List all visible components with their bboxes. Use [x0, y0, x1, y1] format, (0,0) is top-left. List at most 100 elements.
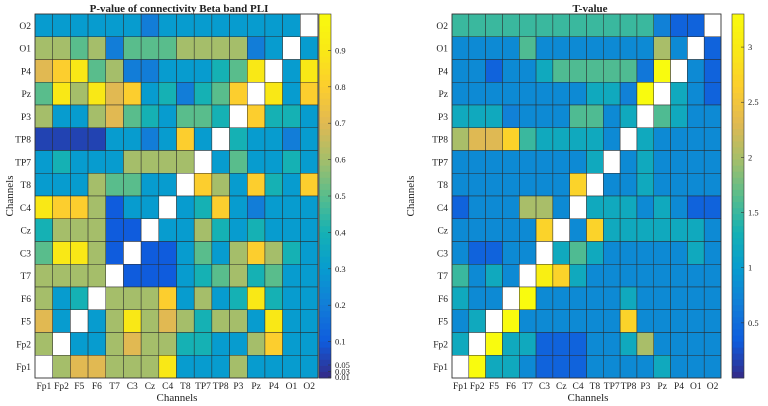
tvalue-cell-r5-c12: [653, 127, 671, 151]
pvalue-x-tick-label: Fp2: [54, 382, 69, 392]
tvalue-colorbar-segment: [732, 202, 744, 209]
tvalue-cell-r12-c5: [535, 286, 554, 310]
tvalue-cell-r4-c9: [603, 104, 621, 128]
pvalue-cell-r5-c9: [193, 127, 213, 151]
tvalue-colorbar-segment: [732, 329, 744, 336]
tvalue-x-tick-label: T8: [590, 382, 601, 392]
tvalue-cell-r1-c4: [519, 36, 537, 60]
pvalue-cell-r3-c0: [34, 82, 53, 106]
pvalue-cell-r1-c3: [87, 36, 106, 60]
pvalue-cell-r1-c0: [34, 36, 53, 60]
pvalue-cell-r5-c7: [158, 127, 177, 151]
tvalue-colorbar-segment: [732, 305, 744, 312]
pvalue-cell-r4-c13: [264, 104, 283, 128]
tvalue-cell-r12-c15: [703, 286, 722, 310]
tvalue-cell-r3-c14: [687, 82, 705, 106]
tvalue-cell-r8-c7: [569, 195, 587, 219]
pvalue-cell-r2-c9: [193, 59, 213, 83]
tvalue-cell-r7-c14: [687, 173, 705, 197]
tvalue-cell-r10-c3: [502, 241, 520, 265]
tvalue-cell-r9-c2: [485, 218, 503, 242]
tvalue-cell-r15-c4: [519, 355, 537, 379]
pvalue-cell-r4-c11: [229, 104, 248, 128]
tvalue-x-tick-label: Pz: [657, 382, 667, 392]
tvalue-cell-r5-c7: [569, 127, 587, 151]
tvalue-cell-r11-c3: [502, 264, 520, 288]
tvalue-cell-r7-c1: [468, 173, 486, 197]
pvalue-cell-r9-c8: [176, 218, 195, 242]
tvalue-cell-r11-c11: [636, 264, 655, 288]
tvalue-cell-r1-c0: [451, 36, 470, 60]
tvalue-colorbar-segment: [732, 299, 744, 306]
tvalue-cell-r10-c0: [451, 241, 470, 265]
tvalue-cell-r6-c9: [603, 150, 621, 174]
pvalue-colorbar-tick-label: 0.6: [335, 155, 346, 165]
pvalue-cell-r1-c15: [300, 36, 319, 60]
tvalue-cell-r7-c2: [485, 173, 503, 197]
pvalue-cell-r14-c3: [87, 332, 106, 356]
pvalue-cell-r15-c3: [87, 355, 106, 379]
pvalue-cell-r5-c15: [300, 127, 319, 151]
tvalue-cell-r11-c7: [569, 264, 587, 288]
pvalue-cell-r4-c14: [282, 104, 301, 128]
pvalue-cell-r9-c2: [70, 218, 89, 242]
pvalue-cell-r0-c12: [247, 13, 266, 37]
pvalue-cell-r5-c10: [211, 127, 230, 151]
tvalue-cell-r7-c7: [569, 173, 587, 197]
pvalue-cell-r13-c4: [105, 309, 124, 333]
tvalue-cell-r9-c6: [552, 218, 570, 242]
pvalue-cell-r3-c1: [52, 82, 71, 106]
tvalue-cell-r1-c2: [485, 36, 503, 60]
tvalue-cell-r2-c11: [636, 59, 655, 83]
pvalue-cell-r10-c14: [282, 241, 301, 265]
pvalue-cell-r2-c7: [158, 59, 177, 83]
pvalue-cell-r15-c10: [211, 355, 230, 379]
pvalue-colorbar-segment: [319, 177, 331, 185]
tvalue-cell-r1-c5: [535, 36, 554, 60]
pvalue-cell-r4-c2: [70, 104, 89, 128]
tvalue-cell-r13-c9: [603, 309, 621, 333]
pvalue-cell-r13-c11: [229, 309, 248, 333]
tvalue-cell-r14-c12: [653, 332, 671, 356]
pvalue-cell-r15-c11: [229, 355, 248, 379]
tvalue-cell-r15-c6: [552, 355, 570, 379]
tvalue-cell-r4-c0: [451, 104, 470, 128]
tvalue-cell-r10-c12: [653, 241, 671, 265]
pvalue-cell-r11-c12: [247, 264, 266, 288]
pvalue-cell-r8-c0: [34, 195, 53, 219]
pvalue-x-tick-label: T7: [109, 382, 120, 392]
tvalue-y-tick-label: Fp1: [433, 363, 448, 373]
tvalue-cell-r6-c12: [653, 150, 671, 174]
pvalue-cell-r7-c3: [87, 173, 106, 197]
pvalue-cell-r10-c0: [34, 241, 53, 265]
pvalue-cell-r3-c12: [247, 82, 266, 106]
tvalue-y-tick-label: T8: [437, 181, 448, 191]
pvalue-cell-r4-c6: [140, 104, 160, 128]
tvalue-cell-r0-c8: [586, 13, 604, 37]
pvalue-colorbar-segment: [319, 50, 331, 57]
pvalue-cell-r4-c1: [52, 104, 71, 128]
tvalue-x-tick-label: F5: [489, 382, 499, 392]
pvalue-cell-r4-c7: [158, 104, 177, 128]
tvalue-cell-r1-c15: [703, 36, 722, 60]
pvalue-colorbar-segment: [319, 232, 331, 239]
tvalue-cell-r1-c11: [636, 36, 655, 60]
tvalue-cell-r11-c5: [535, 264, 554, 288]
pvalue-cell-r11-c1: [52, 264, 71, 288]
tvalue-y-tick-label: O2: [436, 22, 448, 32]
pvalue-cell-r15-c5: [123, 355, 142, 379]
pvalue-colorbar-tick-label: 0.03: [335, 367, 350, 377]
pvalue-cell-r7-c14: [282, 173, 301, 197]
tvalue-cell-r15-c10: [619, 355, 638, 379]
pvalue-x-tick-label: P3: [233, 382, 243, 392]
tvalue-cell-r3-c2: [485, 82, 503, 106]
pvalue-cell-r0-c2: [70, 13, 89, 37]
tvalue-cell-r12-c2: [485, 286, 503, 310]
tvalue-cell-r3-c9: [603, 82, 621, 106]
pvalue-cell-r13-c8: [176, 309, 195, 333]
pvalue-colorbar-segment: [319, 165, 331, 173]
pvalue-colorbar-segment: [319, 26, 331, 33]
tvalue-x-tick-label: P4: [674, 382, 684, 392]
tvalue-colorbar-segment: [732, 129, 744, 136]
tvalue-y-axis-label: Channels: [405, 176, 417, 217]
